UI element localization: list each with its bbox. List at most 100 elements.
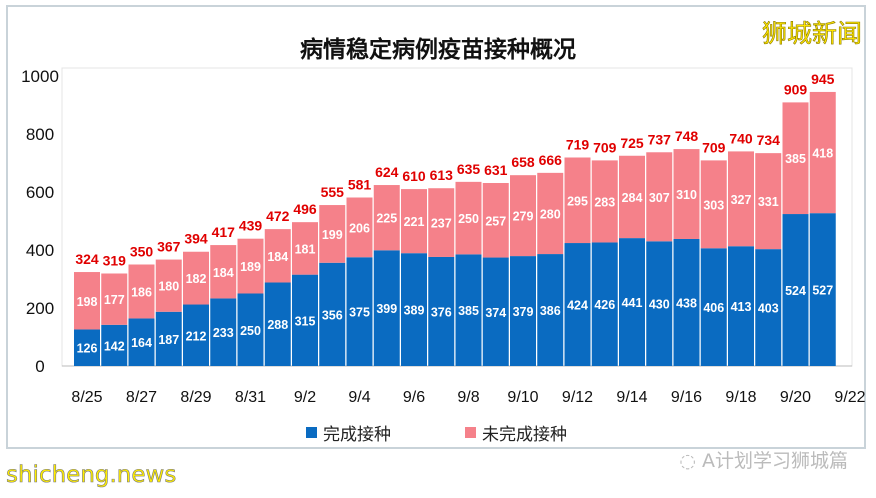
bar-completed [128,318,155,366]
data-label-incomplete: 250 [458,212,479,226]
data-label-incomplete: 189 [240,260,261,274]
data-label-completed: 413 [731,300,752,314]
bar-completed [591,242,618,366]
data-label-total: 734 [757,132,781,148]
x-tick-label: 9/4 [348,389,370,406]
bar-incomplete [455,181,482,255]
data-label-total: 439 [239,218,263,234]
data-label-completed: 374 [485,306,506,320]
bar-completed [455,254,482,366]
x-tick-label: 9/2 [294,389,316,406]
bar-incomplete [537,172,564,255]
bar-incomplete [264,229,291,283]
data-label-total: 581 [348,177,372,193]
chart-frame [6,5,866,449]
bar-incomplete [373,185,400,251]
bar-completed [210,298,237,366]
legend-swatch-blue [306,427,317,438]
bar-incomplete [482,183,509,258]
data-label-completed: 524 [785,284,806,298]
data-label-completed: 403 [758,302,779,316]
bar-completed [401,253,427,366]
x-tick-label: 9/8 [457,389,479,406]
bar-incomplete [755,153,782,250]
data-label-completed: 187 [158,333,179,347]
data-label-total: 666 [539,152,563,168]
y-tick-label: 0 [35,357,44,376]
data-label-completed: 406 [703,301,724,315]
data-label-incomplete: 307 [649,191,670,205]
bar-completed [646,241,673,366]
data-label-completed: 375 [349,306,370,320]
data-label-total: 319 [103,252,127,268]
data-label-total: 658 [511,154,535,170]
data-label-total: 909 [784,81,808,97]
bar-incomplete [210,245,237,299]
legend-item-incomplete: 未完成接种 [465,420,567,445]
data-label-incomplete: 199 [322,228,343,242]
bar-completed [319,262,346,366]
bar-completed [564,243,591,366]
data-label-completed: 142 [104,339,125,353]
bar-completed [264,282,291,366]
x-tick-label: 9/16 [671,389,702,406]
data-label-total: 472 [266,208,290,224]
bar-completed [782,214,809,366]
data-label-completed: 376 [431,305,452,319]
data-label-total: 417 [212,224,236,240]
data-label-incomplete: 283 [594,195,615,209]
data-label-completed: 430 [649,298,670,312]
data-label-total: 945 [811,71,835,87]
data-label-completed: 438 [676,296,697,310]
data-label-total: 709 [593,139,617,155]
bar-incomplete [700,160,727,249]
data-label-total: 610 [402,168,426,184]
y-tick-label: 1000 [21,67,59,86]
data-label-completed: 315 [295,314,316,328]
data-label-incomplete: 206 [349,221,370,235]
data-label-total: 613 [430,167,454,183]
data-label-completed: 250 [240,324,261,338]
bar-completed [428,256,455,366]
data-label-completed: 385 [458,304,479,318]
y-tick-label: 800 [26,125,54,144]
data-label-total: 709 [702,139,726,155]
data-label-completed: 288 [267,318,288,332]
y-tick-label: 200 [26,299,54,318]
bar-incomplete [673,149,700,239]
data-label-incomplete: 295 [567,194,588,208]
data-label-completed: 527 [812,284,833,298]
data-label-completed: 379 [513,305,534,319]
data-label-total: 748 [675,128,699,144]
bar-incomplete [619,155,645,239]
bar-completed [537,254,564,366]
data-label-total: 324 [75,251,99,267]
x-tick-label: 9/20 [780,389,811,406]
bar-incomplete [155,259,182,312]
data-label-total: 725 [620,135,644,151]
bar-completed [728,246,754,366]
data-label-incomplete: 180 [158,280,179,294]
x-tick-label: 9/10 [507,389,538,406]
data-label-total: 635 [457,161,481,177]
chart-title: 病情稳定病例疫苗接种概况 [300,37,576,63]
data-label-incomplete: 327 [731,193,752,207]
bar-completed [700,248,727,366]
bar-incomplete [292,222,318,275]
bar-incomplete [782,102,809,215]
wechat-source: ◌ A计划学习狮城篇 [679,446,848,473]
data-label-incomplete: 418 [812,147,833,161]
y-tick-label: 600 [26,183,54,202]
y-tick-label: 400 [26,241,54,260]
legend-item-completed: 完成接种 [306,420,391,445]
data-label-total: 367 [157,239,181,255]
data-label-incomplete: 284 [622,191,643,205]
data-label-completed: 356 [322,308,343,322]
x-tick-label: 8/27 [126,389,157,406]
data-label-completed: 389 [404,304,425,318]
x-tick-label: 9/12 [562,389,593,406]
bar-completed [510,256,536,366]
legend-label: 未完成接种 [482,425,567,445]
data-label-total: 350 [130,244,154,260]
